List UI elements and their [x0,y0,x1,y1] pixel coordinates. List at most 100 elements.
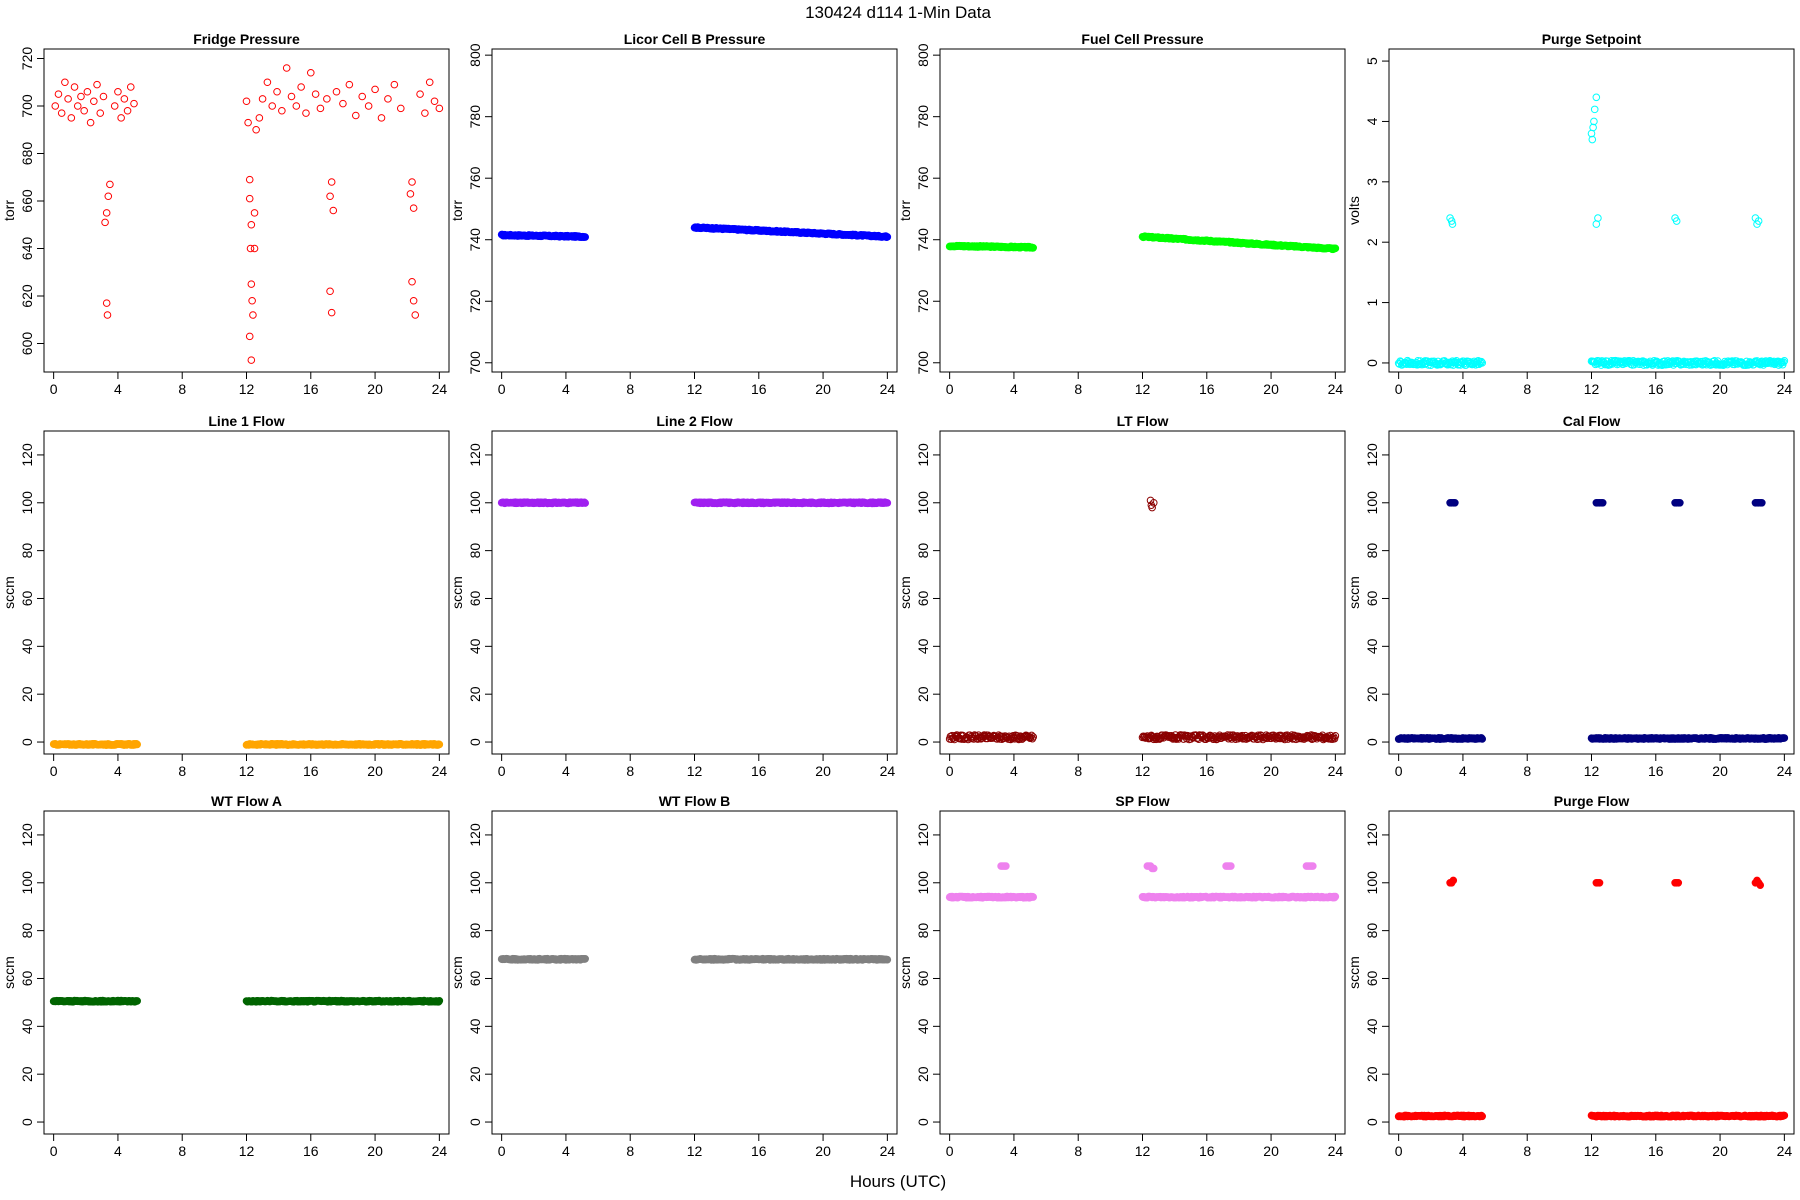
panel-title: Fridge Pressure [193,31,300,47]
x-tick-label: 4 [1459,763,1467,779]
plot-area [945,496,1340,744]
x-tick-label: 12 [687,381,703,397]
y-tick-label: 80 [19,923,35,939]
x-tick-label: 20 [1712,763,1728,779]
y-tick-label: 640 [19,237,35,261]
data-point [252,125,260,134]
data-point [581,233,590,241]
data-point [1780,734,1789,742]
data-point [1002,862,1010,870]
data-point [329,206,338,215]
x-tick-label: 16 [751,381,767,397]
data-point [883,955,892,964]
y-tick-label: 720 [19,47,35,71]
y-tick-label: 120 [1364,443,1380,467]
x-tick-label: 8 [1074,763,1082,779]
y-tick-label: 0 [1364,1118,1380,1126]
y-axis-label: torr [897,200,913,221]
data-point [268,102,277,110]
data-point [1449,876,1458,885]
y-tick-label: 0 [915,1118,931,1126]
y-tick-label: 40 [915,638,931,654]
plot-frame [1388,48,1795,373]
panel-6: LT Flow sccm 0 4 8 12 16 20 24 0 20 40 60 80 100 120 [897,413,1346,779]
x-tick-label: 20 [1263,381,1279,397]
data-point [302,109,310,117]
y-tick-label: 40 [1364,638,1380,654]
data-point [255,114,264,122]
x-tick-label: 12 [239,763,255,779]
x-tick-label: 16 [1648,1143,1664,1159]
x-tick-label: 16 [303,1143,319,1159]
y-axis-label: sccm [1346,956,1362,989]
y-tick-label: 80 [1364,923,1380,939]
y-tick-label: 100 [915,871,931,895]
x-tick-label: 8 [1523,763,1531,779]
data-point [1674,878,1683,887]
data-point [409,204,418,212]
x-tick-label: 4 [562,381,570,397]
data-point [130,99,138,108]
x-tick-label: 4 [1459,381,1467,397]
data-point [1758,498,1766,507]
panel-title: WT Flow A [211,793,282,809]
y-tick-label: 40 [19,638,35,654]
data-point [133,997,142,1005]
data-point [1443,360,1452,369]
x-tick-label: 20 [1263,763,1279,779]
x-tick-label: 0 [498,763,506,779]
plot-frame [491,810,898,1135]
y-axis-label: sccm [897,956,913,989]
x-tick-label: 24 [1777,381,1793,397]
x-tick-label: 0 [498,381,506,397]
data-point [384,95,392,103]
x-tick-label: 24 [1777,763,1793,779]
data-point [297,83,305,91]
y-tick-label: 20 [1364,1066,1380,1082]
data-point [54,90,63,98]
panel-11: Purge Flow sccm 0 4 8 12 16 20 24 0 20 40 60 80 100 120 [1346,793,1795,1159]
y-tick-label: 40 [467,1018,483,1034]
y-tick-label: 100 [467,491,483,515]
data-point [1331,244,1340,253]
data-point [581,954,590,963]
data-point [244,118,252,127]
plot-area [945,232,1340,254]
y-tick-label: 80 [19,543,35,559]
x-tick-label: 20 [1712,1143,1728,1159]
data-point [371,85,379,94]
data-point [247,280,256,288]
data-point [332,87,341,96]
y-tick-label: 720 [915,289,931,313]
x-tick-label: 12 [1584,381,1600,397]
y-tick-label: 40 [19,1018,35,1034]
y-axis-label: sccm [1,576,17,609]
x-tick-label: 24 [1328,1143,1344,1159]
panel-title: SP Flow [1115,793,1169,809]
data-point [435,740,444,749]
data-point [117,114,125,122]
y-tick-label: 100 [467,871,483,895]
y-tick-label: 80 [467,923,483,939]
y-tick-label: 80 [467,543,483,559]
data-point [245,332,254,341]
data-point [247,356,256,364]
y-axis-label: sccm [449,576,465,609]
panel-title: LT Flow [1117,413,1169,429]
x-tick-label: 24 [1777,1143,1793,1159]
data-point [1598,498,1607,507]
data-point [83,87,92,96]
plot-frame [939,810,1346,1135]
y-tick-label: 20 [1364,686,1380,702]
x-tick-label: 20 [815,763,831,779]
y-tick-label: 120 [19,443,35,467]
data-point [86,118,95,127]
data-point [250,244,259,253]
y-tick-label: 800 [467,43,483,67]
y-tick-label: 20 [19,1066,35,1082]
data-point [421,109,429,117]
data-point [103,311,112,319]
data-point [242,97,251,106]
